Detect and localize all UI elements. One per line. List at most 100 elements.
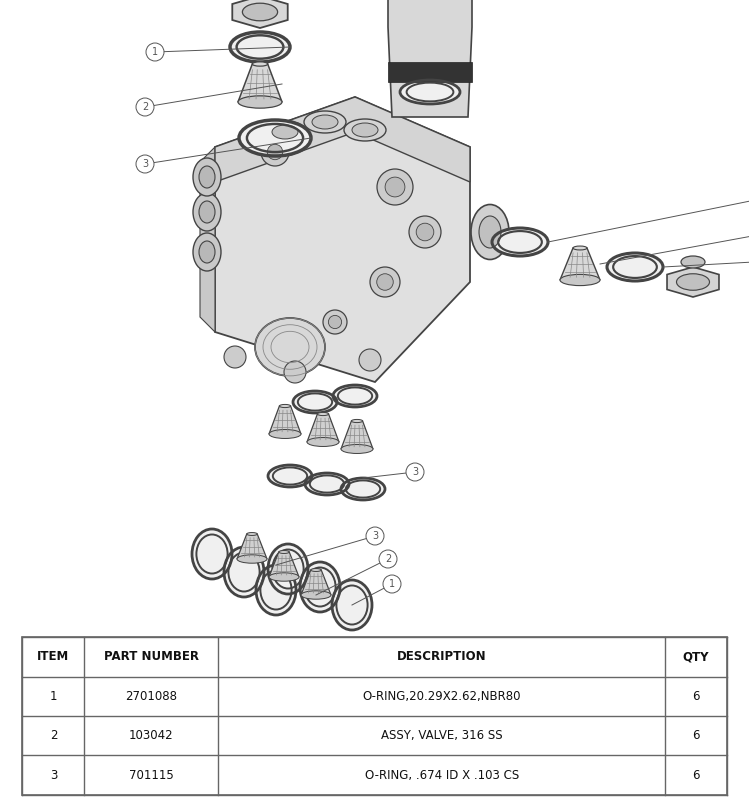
Polygon shape xyxy=(560,248,600,280)
Text: 6: 6 xyxy=(692,769,700,782)
Text: QTY: QTY xyxy=(682,650,709,663)
Polygon shape xyxy=(307,414,339,442)
Text: 3: 3 xyxy=(372,531,378,541)
Polygon shape xyxy=(232,0,288,28)
Polygon shape xyxy=(667,267,719,297)
Text: O-RING,20.29X2.62,NBR80: O-RING,20.29X2.62,NBR80 xyxy=(363,690,521,702)
Ellipse shape xyxy=(333,385,377,407)
Ellipse shape xyxy=(193,193,221,231)
Ellipse shape xyxy=(199,241,215,263)
Circle shape xyxy=(377,274,393,290)
Circle shape xyxy=(146,43,164,61)
Ellipse shape xyxy=(318,413,329,415)
Ellipse shape xyxy=(344,119,386,141)
Ellipse shape xyxy=(268,544,308,594)
Ellipse shape xyxy=(676,274,709,290)
Text: PART NUMBER: PART NUMBER xyxy=(104,650,198,663)
Text: DESCRIPTION: DESCRIPTION xyxy=(397,650,487,663)
Polygon shape xyxy=(397,0,463,2)
Ellipse shape xyxy=(681,256,705,268)
Circle shape xyxy=(267,144,282,160)
Circle shape xyxy=(323,310,347,334)
Ellipse shape xyxy=(192,529,232,579)
Circle shape xyxy=(370,267,400,297)
Ellipse shape xyxy=(268,465,312,487)
Ellipse shape xyxy=(230,32,290,62)
Ellipse shape xyxy=(560,274,600,286)
Ellipse shape xyxy=(193,158,221,196)
Circle shape xyxy=(328,315,342,329)
Circle shape xyxy=(224,346,246,368)
Text: 3: 3 xyxy=(49,769,57,782)
Ellipse shape xyxy=(252,62,267,66)
Text: 6: 6 xyxy=(692,730,700,742)
Ellipse shape xyxy=(239,120,311,156)
Ellipse shape xyxy=(301,590,331,599)
Ellipse shape xyxy=(238,96,282,108)
Ellipse shape xyxy=(573,246,587,250)
Text: 1: 1 xyxy=(389,579,395,589)
Polygon shape xyxy=(200,147,215,332)
Ellipse shape xyxy=(304,111,346,133)
Ellipse shape xyxy=(243,3,278,21)
Polygon shape xyxy=(215,97,470,382)
Ellipse shape xyxy=(311,569,321,571)
Ellipse shape xyxy=(279,405,291,407)
Circle shape xyxy=(385,177,405,197)
Ellipse shape xyxy=(332,580,372,630)
Ellipse shape xyxy=(300,562,340,612)
Ellipse shape xyxy=(199,166,215,188)
Ellipse shape xyxy=(279,550,289,554)
Circle shape xyxy=(359,349,381,371)
Ellipse shape xyxy=(312,115,338,129)
Polygon shape xyxy=(269,406,301,434)
Text: 3: 3 xyxy=(142,159,148,169)
Ellipse shape xyxy=(224,547,264,597)
Circle shape xyxy=(366,527,384,545)
Polygon shape xyxy=(341,421,373,449)
Ellipse shape xyxy=(193,233,221,271)
Text: 701115: 701115 xyxy=(129,769,174,782)
Circle shape xyxy=(377,169,413,205)
Ellipse shape xyxy=(471,205,509,259)
Ellipse shape xyxy=(293,391,337,413)
Ellipse shape xyxy=(305,473,349,495)
Polygon shape xyxy=(238,64,282,102)
Polygon shape xyxy=(237,534,267,559)
Polygon shape xyxy=(388,0,472,117)
Ellipse shape xyxy=(269,573,299,581)
Ellipse shape xyxy=(269,430,301,438)
Circle shape xyxy=(261,138,289,166)
Ellipse shape xyxy=(246,533,257,535)
Ellipse shape xyxy=(237,555,267,563)
Text: ASSY, VALVE, 316 SS: ASSY, VALVE, 316 SS xyxy=(381,730,503,742)
Ellipse shape xyxy=(479,216,501,248)
Text: 2: 2 xyxy=(49,730,57,742)
Text: 2: 2 xyxy=(385,554,391,564)
Text: 103042: 103042 xyxy=(129,730,174,742)
Polygon shape xyxy=(215,97,470,182)
Text: 2701088: 2701088 xyxy=(125,690,178,702)
Ellipse shape xyxy=(199,201,215,223)
Ellipse shape xyxy=(352,123,378,137)
Ellipse shape xyxy=(272,125,298,139)
Text: 6: 6 xyxy=(692,690,700,702)
Ellipse shape xyxy=(341,478,385,500)
Ellipse shape xyxy=(264,121,306,143)
Circle shape xyxy=(383,575,401,593)
Circle shape xyxy=(406,463,424,481)
Polygon shape xyxy=(301,570,331,595)
Text: O-RING, .674 ID X .103 CS: O-RING, .674 ID X .103 CS xyxy=(365,769,519,782)
Text: ITEM: ITEM xyxy=(37,650,70,663)
Ellipse shape xyxy=(607,253,663,281)
Ellipse shape xyxy=(351,419,363,422)
Ellipse shape xyxy=(255,318,325,376)
Text: 1: 1 xyxy=(152,47,158,57)
Circle shape xyxy=(136,98,154,116)
Ellipse shape xyxy=(307,438,339,446)
Circle shape xyxy=(416,223,434,241)
Text: 3: 3 xyxy=(412,467,418,477)
Circle shape xyxy=(136,155,154,173)
Ellipse shape xyxy=(341,445,373,454)
Polygon shape xyxy=(388,62,472,82)
